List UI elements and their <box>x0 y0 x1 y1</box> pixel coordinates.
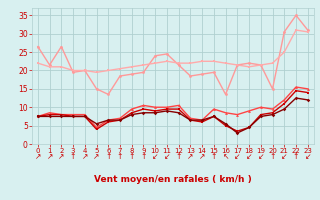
Text: ↗: ↗ <box>35 152 41 161</box>
Text: ↙: ↙ <box>164 152 170 161</box>
Text: ↗: ↗ <box>58 152 65 161</box>
Text: ↗: ↗ <box>82 152 88 161</box>
Text: ↑: ↑ <box>105 152 111 161</box>
Text: ↑: ↑ <box>269 152 276 161</box>
Text: ↙: ↙ <box>234 152 241 161</box>
Text: ↗: ↗ <box>93 152 100 161</box>
Text: ↑: ↑ <box>117 152 123 161</box>
Text: ↗: ↗ <box>187 152 194 161</box>
Text: ↑: ↑ <box>129 152 135 161</box>
Text: ↑: ↑ <box>140 152 147 161</box>
Text: ↑: ↑ <box>293 152 299 161</box>
Text: ↙: ↙ <box>281 152 287 161</box>
Text: ↗: ↗ <box>46 152 53 161</box>
Text: ↑: ↑ <box>175 152 182 161</box>
Text: ↙: ↙ <box>258 152 264 161</box>
Text: ↙: ↙ <box>246 152 252 161</box>
Text: ↙: ↙ <box>305 152 311 161</box>
Text: ↑: ↑ <box>211 152 217 161</box>
Text: ↑: ↑ <box>70 152 76 161</box>
Text: ↗: ↗ <box>199 152 205 161</box>
Text: ↖: ↖ <box>222 152 229 161</box>
Text: ↙: ↙ <box>152 152 158 161</box>
Text: Vent moyen/en rafales ( km/h ): Vent moyen/en rafales ( km/h ) <box>94 175 252 184</box>
